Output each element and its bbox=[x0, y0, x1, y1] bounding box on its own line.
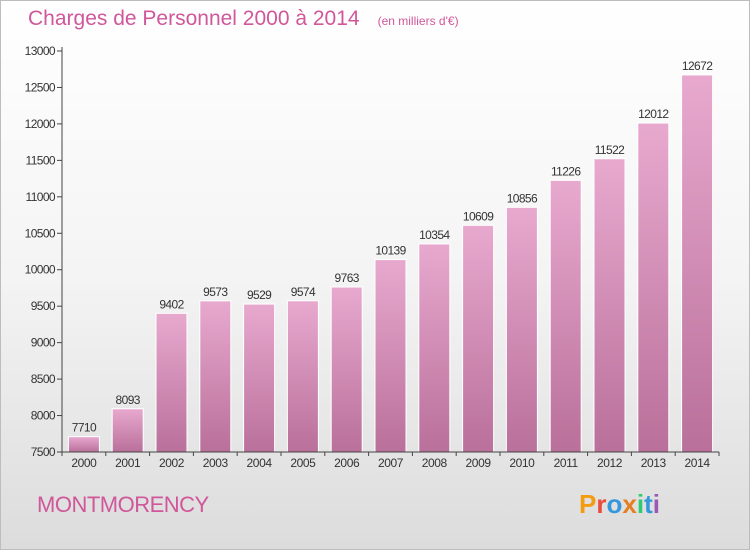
x-tick-label-2014: 2014 bbox=[685, 456, 711, 470]
bar-2005 bbox=[286, 300, 319, 453]
x-tick-label-2011: 2011 bbox=[554, 456, 579, 470]
y-tick-label-9000: 9000 bbox=[31, 336, 56, 350]
bar-2003 bbox=[199, 300, 232, 453]
data-label-2001: 8093 bbox=[116, 393, 141, 407]
logo-letter: t bbox=[644, 489, 653, 519]
y-tick-label-8500: 8500 bbox=[31, 372, 56, 386]
place-name: MONTMORENCY bbox=[37, 492, 209, 517]
logo-letter: i bbox=[636, 489, 645, 519]
x-tick-label-2008: 2008 bbox=[422, 456, 448, 470]
bar-2006 bbox=[330, 286, 363, 453]
bar-2013 bbox=[637, 122, 670, 453]
y-tick-label-8000: 8000 bbox=[31, 409, 56, 423]
bar-2014 bbox=[681, 74, 714, 453]
data-label-2009: 10609 bbox=[463, 209, 494, 223]
data-label-2011: 11226 bbox=[551, 164, 581, 178]
y-tick-label-10500: 10500 bbox=[25, 226, 56, 240]
x-tick-label-2005: 2005 bbox=[290, 456, 316, 470]
y-tick-label-11500: 11500 bbox=[26, 153, 56, 167]
bar-2002 bbox=[155, 312, 188, 453]
axes-group: 2000 2001 2002 2003 2004 2005 2006 2007 2008 2009… bbox=[25, 44, 720, 470]
logo-letter: o bbox=[606, 489, 623, 519]
bar-2007 bbox=[374, 259, 407, 453]
y-tick-label-12500: 12500 bbox=[25, 80, 56, 94]
logo-letter: x bbox=[622, 489, 637, 519]
y-tick-label-9500: 9500 bbox=[31, 299, 56, 313]
logo-letter: r bbox=[596, 489, 607, 519]
title-line: Charges de Personnel 2000 à 2014 (en mill… bbox=[28, 7, 459, 31]
y-tick-label-12000: 12000 bbox=[25, 117, 56, 131]
x-tick-label-2004: 2004 bbox=[247, 456, 273, 470]
x-tick-label-2010: 2010 bbox=[509, 456, 535, 470]
data-label-2004: 9529 bbox=[247, 288, 272, 302]
x-tick-label-2003: 2003 bbox=[203, 456, 229, 470]
x-tick-label-2009: 2009 bbox=[466, 456, 492, 470]
y-tick-label-11000: 11000 bbox=[26, 190, 56, 204]
bar-2008 bbox=[418, 243, 451, 453]
x-tick-label-2007: 2007 bbox=[378, 456, 404, 470]
y-tick-label-7500: 7500 bbox=[31, 445, 56, 459]
data-label-2007: 10139 bbox=[375, 244, 406, 258]
chart-subtitle: (en milliers d'€) bbox=[377, 14, 459, 28]
bar-2011 bbox=[549, 179, 582, 453]
bars-group bbox=[67, 74, 714, 453]
bar-2012 bbox=[593, 158, 626, 453]
data-label-2010: 10856 bbox=[507, 191, 538, 205]
bar-2001 bbox=[111, 408, 144, 453]
data-label-2014: 12672 bbox=[682, 59, 713, 73]
proxiti-logo: Proxiti bbox=[579, 489, 660, 520]
data-label-2006: 9763 bbox=[335, 271, 360, 285]
x-tick-label-2006: 2006 bbox=[334, 456, 360, 470]
data-label-2003: 9573 bbox=[203, 285, 228, 299]
data-label-2002: 9402 bbox=[159, 297, 184, 311]
logo-letter: i bbox=[652, 489, 660, 519]
logo-letter: P bbox=[579, 489, 597, 519]
data-label-2008: 10354 bbox=[419, 228, 450, 242]
bar-2009 bbox=[462, 224, 495, 453]
data-label-2013: 12012 bbox=[638, 107, 669, 121]
data-labels-group: 7710 8093 9402 9573 9529 9574 9763 10139 10354 10… bbox=[72, 59, 714, 435]
y-tick-label-13000: 13000 bbox=[25, 44, 56, 58]
chart-title: Charges de Personnel 2000 à 2014 bbox=[28, 7, 360, 30]
bar-2004 bbox=[243, 303, 276, 453]
bar-2000 bbox=[67, 436, 100, 453]
data-label-2000: 7710 bbox=[72, 421, 97, 435]
data-label-2005: 9574 bbox=[291, 285, 316, 299]
x-tick-label-2013: 2013 bbox=[641, 456, 667, 470]
x-tick-label-2012: 2012 bbox=[597, 456, 623, 470]
x-tick-label-2002: 2002 bbox=[159, 456, 185, 470]
x-tick-label-2000: 2000 bbox=[71, 456, 97, 470]
y-tick-label-10000: 10000 bbox=[25, 263, 56, 277]
x-tick-label-2001: 2001 bbox=[115, 456, 141, 470]
data-label-2012: 11522 bbox=[595, 143, 625, 157]
bar-2010 bbox=[505, 206, 538, 453]
